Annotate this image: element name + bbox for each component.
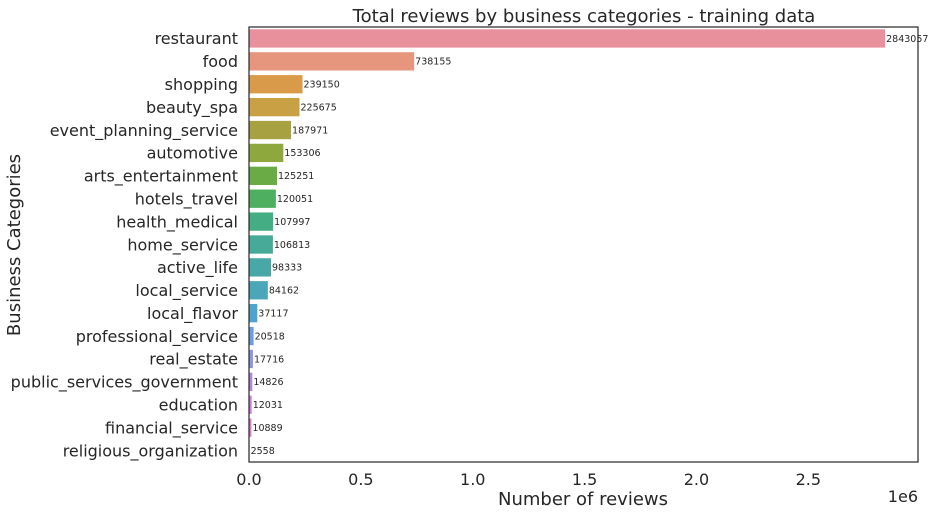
value-label: 14826	[253, 377, 283, 388]
bar-real-estate	[249, 349, 253, 369]
category-label: local_service	[135, 281, 238, 301]
x-tick-label: 2.5	[796, 470, 821, 489]
category-label: public_services_government	[11, 373, 238, 393]
value-label: 120051	[277, 194, 313, 205]
category-label: education	[159, 396, 238, 415]
bar-health-medical	[249, 212, 274, 231]
bar-arts-entertainment	[249, 166, 278, 185]
category-label: shopping	[165, 75, 238, 94]
bar-professional-service	[249, 326, 254, 346]
y-axis-title: Business Categories	[4, 154, 25, 336]
x-axis-offset-label: 1e6	[888, 487, 918, 506]
value-label: 106813	[274, 240, 310, 251]
x-axis-ticks: 0.0 0.5 1.0 1.5 2.0 2.5	[236, 470, 821, 489]
category-label: active_life	[157, 258, 238, 278]
bar-automotive	[249, 143, 284, 163]
value-label: 187971	[292, 125, 328, 136]
category-label: restaurant	[155, 29, 238, 48]
value-label: 84162	[269, 286, 299, 297]
value-label: 125251	[278, 171, 314, 182]
x-tick-label: 0.0	[236, 470, 261, 489]
bar-event-planning-service	[249, 120, 292, 140]
category-label: home_service	[127, 235, 238, 255]
value-label: 98333	[272, 263, 302, 274]
category-label: financial_service	[105, 418, 238, 438]
bar-hotels-travel	[249, 189, 276, 208]
value-label: 153306	[284, 148, 320, 159]
category-label: automotive	[147, 144, 238, 163]
bar-food	[249, 52, 415, 71]
bar-active-life	[249, 258, 272, 277]
value-label: 225675	[300, 102, 336, 113]
bar-financial-service	[249, 418, 252, 437]
value-label: 2843057	[886, 34, 928, 45]
value-label: 20518	[255, 331, 285, 342]
chart-title: Total reviews by business categories - t…	[352, 6, 816, 27]
category-label: local_flavor	[147, 304, 238, 324]
x-tick-label: 0.5	[348, 470, 373, 489]
category-label: arts_entertainment	[84, 167, 238, 187]
bar-local-service	[249, 281, 268, 300]
value-label: 12031	[253, 400, 283, 411]
plot-frame	[248, 26, 919, 463]
bars-group	[249, 29, 886, 460]
category-label: health_medical	[116, 212, 238, 232]
category-label: professional_service	[76, 327, 238, 347]
category-labels: restaurant food shopping beauty_spa event_pl…	[11, 29, 239, 461]
bar-shopping	[249, 75, 303, 94]
category-label: religious_organization	[63, 441, 238, 461]
category-label: hotels_travel	[135, 189, 238, 209]
value-label: 10889	[252, 423, 282, 434]
value-labels: 2843057 738155 239150 225675 187971 153306 125…	[251, 34, 929, 457]
value-label: 37117	[258, 309, 288, 320]
bar-education	[249, 395, 252, 414]
x-tick-label: 2.0	[684, 470, 709, 489]
category-label: food	[203, 52, 238, 71]
value-label: 239150	[304, 80, 340, 91]
value-label: 17716	[254, 354, 284, 365]
bar-home-service	[249, 235, 273, 254]
value-label: 738155	[415, 57, 451, 68]
x-tick-label: 1.5	[572, 470, 597, 489]
bar-local-flavor	[249, 304, 258, 323]
bar-beauty-spa	[249, 97, 300, 117]
category-label: beauty_spa	[146, 98, 238, 118]
x-tick-label: 1.0	[460, 470, 485, 489]
bar-public-services-government	[249, 372, 253, 392]
value-label: 2558	[251, 446, 275, 457]
value-label: 107997	[274, 217, 310, 228]
bar-restaurant	[249, 29, 886, 48]
category-label: real_estate	[149, 350, 238, 370]
category-label: event_planning_service	[50, 121, 238, 141]
x-axis-title: Number of reviews	[498, 489, 668, 510]
